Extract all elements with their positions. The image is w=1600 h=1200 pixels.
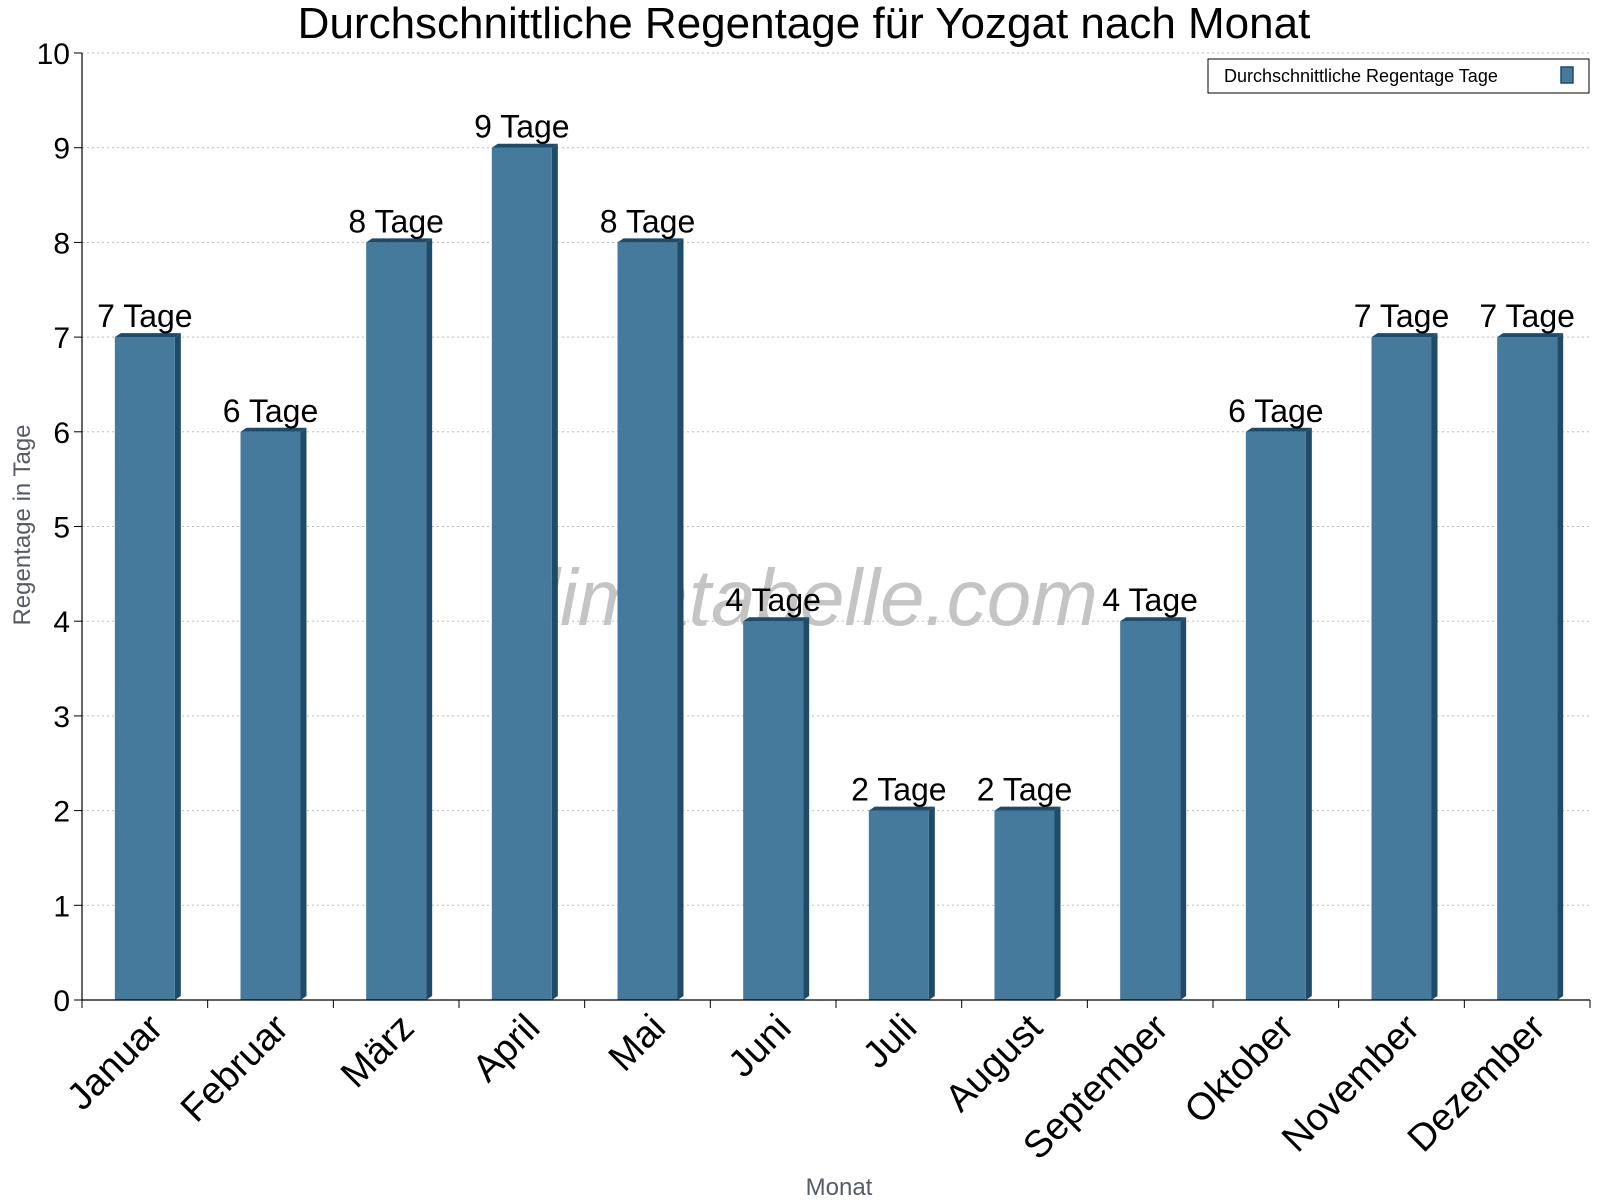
bar-top	[743, 617, 810, 622]
axes	[74, 52, 1591, 1008]
x-tick-label: Oktober	[1177, 1006, 1303, 1132]
bar	[1120, 617, 1187, 1000]
bar-side	[677, 238, 684, 1000]
data-label: 7 Tage	[97, 298, 193, 334]
x-tick-label: Februar	[173, 1006, 297, 1130]
bar-face	[868, 810, 929, 1000]
x-tick-label: August	[938, 1006, 1052, 1120]
data-label: 7 Tage	[1354, 298, 1450, 334]
legend-swatch	[1560, 66, 1574, 84]
bar-top	[1497, 333, 1564, 338]
y-tick-label: 4	[53, 606, 70, 639]
x-tick-label: Dezember	[1400, 1006, 1554, 1160]
bar-face	[1497, 337, 1558, 1001]
y-tick-label: 1	[53, 890, 70, 923]
bar-top	[114, 333, 181, 338]
legend-box	[1207, 58, 1590, 94]
bar-top	[240, 427, 307, 432]
x-tick-label: Mai	[601, 1007, 674, 1080]
bar	[617, 238, 684, 1000]
bar	[366, 238, 433, 1000]
y-tick-label: 7	[53, 322, 70, 355]
bar-top	[868, 806, 935, 811]
x-tick-label: November	[1274, 1006, 1428, 1160]
bar-top	[491, 143, 558, 148]
data-label: 2 Tage	[977, 772, 1073, 808]
data-label: 4 Tage	[725, 582, 821, 618]
y-tick-labels: 0 1 2 3 4 5 6 7 8 9 10	[37, 38, 70, 1018]
legend: Durchschnittliche Regentage Tage	[1207, 58, 1590, 94]
data-label: 8 Tage	[600, 203, 696, 239]
bar-side	[300, 427, 307, 1000]
bar-face	[617, 242, 678, 1000]
bar-side	[1180, 617, 1187, 1000]
data-label: 6 Tage	[223, 393, 319, 429]
x-tick-label: April	[465, 1007, 548, 1090]
x-tick-label: Januar	[59, 1006, 171, 1118]
bar-side	[1305, 427, 1312, 1000]
bar-side	[803, 617, 810, 1000]
bar-side	[551, 143, 558, 1000]
bar	[868, 806, 935, 1000]
bar	[743, 617, 810, 1000]
data-label: 9 Tage	[474, 109, 570, 145]
y-tick-label: 0	[53, 985, 70, 1018]
bar	[114, 333, 181, 1001]
data-labels: 7 Tage 6 Tage 8 Tage 9 Tage 8 Tage 4 Tage 2 Ta…	[97, 109, 1575, 808]
data-label: 2 Tage	[851, 772, 947, 808]
y-tick-label: 10	[37, 38, 70, 71]
x-tick-label: Juli	[855, 1007, 925, 1077]
bar-top	[1245, 427, 1312, 432]
x-tick-label: März	[333, 1007, 422, 1096]
bar-face	[366, 242, 427, 1000]
bar-face	[743, 621, 804, 1000]
data-label: 8 Tage	[348, 203, 444, 239]
bar-face	[491, 147, 552, 1000]
bar-face	[240, 431, 301, 1000]
legend-label: Durchschnittliche Regentage Tage	[1224, 66, 1498, 86]
bar-face	[1371, 337, 1432, 1001]
bar-face	[994, 810, 1055, 1000]
bar-side	[426, 238, 433, 1000]
y-tick-label: 8	[53, 227, 70, 260]
bar-side	[1431, 333, 1438, 1001]
bar-face	[1245, 431, 1306, 1000]
bar-side	[928, 806, 935, 1000]
bar-top	[994, 806, 1061, 811]
bar	[1245, 427, 1312, 1000]
bar	[1497, 333, 1564, 1001]
bar-face	[1120, 621, 1181, 1000]
bar	[491, 143, 558, 1000]
bar-top	[1120, 617, 1187, 622]
y-tick-label: 2	[53, 796, 70, 829]
x-tick-label: Juni	[721, 1007, 800, 1086]
y-tick-label: 3	[53, 701, 70, 734]
bar-series	[114, 143, 1564, 1001]
bar	[1371, 333, 1438, 1001]
bar	[994, 806, 1061, 1000]
y-axis-label: Regentage in Tage	[9, 424, 36, 625]
data-label: 6 Tage	[1228, 393, 1324, 429]
bar	[240, 427, 307, 1000]
gridlines	[82, 52, 1590, 906]
bar-top	[617, 238, 684, 243]
bar-side	[1054, 806, 1061, 1000]
bar-top	[1371, 333, 1438, 338]
bar-side	[174, 333, 181, 1001]
data-label: 7 Tage	[1479, 298, 1575, 334]
y-tick-label: 6	[53, 417, 70, 450]
chart-title: Durchschnittliche Regentage für Yozgat n…	[298, 0, 1311, 48]
y-tick-label: 9	[53, 133, 70, 166]
bar-side	[1557, 333, 1564, 1001]
bar-face	[114, 337, 175, 1001]
x-tick-labels: Januar Februar März April Mai Juni Juli AugustS…	[59, 1006, 1553, 1167]
y-tick-label: 5	[53, 512, 70, 545]
data-label: 4 Tage	[1102, 582, 1198, 618]
bar-top	[366, 238, 433, 243]
x-axis-label: Monat	[806, 1174, 873, 1200]
